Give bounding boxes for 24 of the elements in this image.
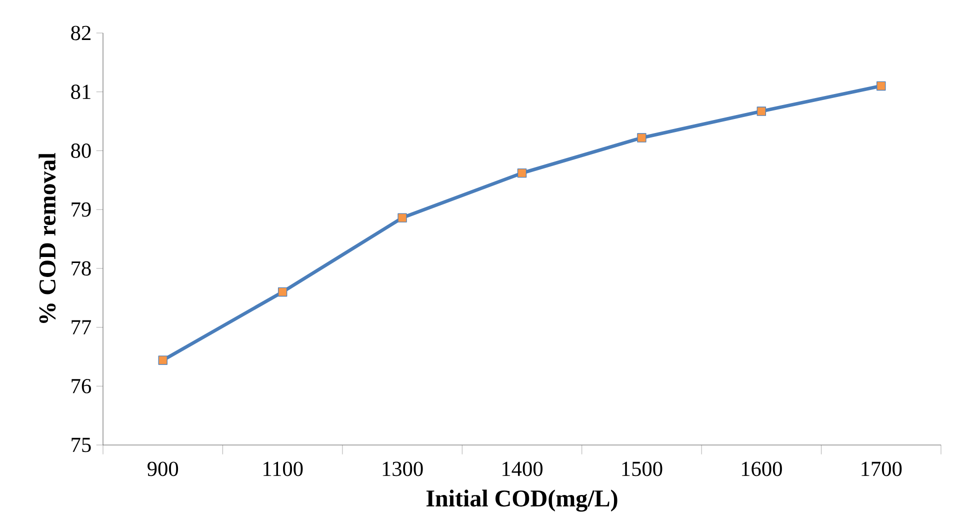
y-tick-label: 75 <box>72 438 91 452</box>
y-tick-label: 78 <box>72 261 91 276</box>
point <box>158 356 168 365</box>
x-tick-label: 1500 <box>622 462 662 476</box>
point <box>876 81 886 91</box>
x-axis-title: Initial COD(mg/L) <box>426 490 618 512</box>
point <box>756 106 766 116</box>
x-tick-label: 1300 <box>382 462 423 476</box>
point <box>398 213 407 222</box>
point <box>278 287 288 297</box>
y-tick-label: 81 <box>71 84 90 100</box>
y-tick-label: 77 <box>72 320 92 334</box>
y-tick-label: 82 <box>71 26 90 40</box>
point <box>517 168 527 178</box>
x-tick-label: 1100 <box>264 462 303 476</box>
y-axis-title: % COD removal <box>38 152 56 323</box>
x-tick-label: 1400 <box>502 462 543 476</box>
x-tick-label: 1600 <box>742 462 782 476</box>
x-tick-label: 1700 <box>862 462 902 476</box>
x-tick-label: 900 <box>148 462 178 476</box>
point <box>637 133 646 142</box>
y-tick-label: 79 <box>72 202 91 217</box>
y-tick-label: 80 <box>71 144 91 158</box>
y-tick-label: 76 <box>72 378 92 394</box>
